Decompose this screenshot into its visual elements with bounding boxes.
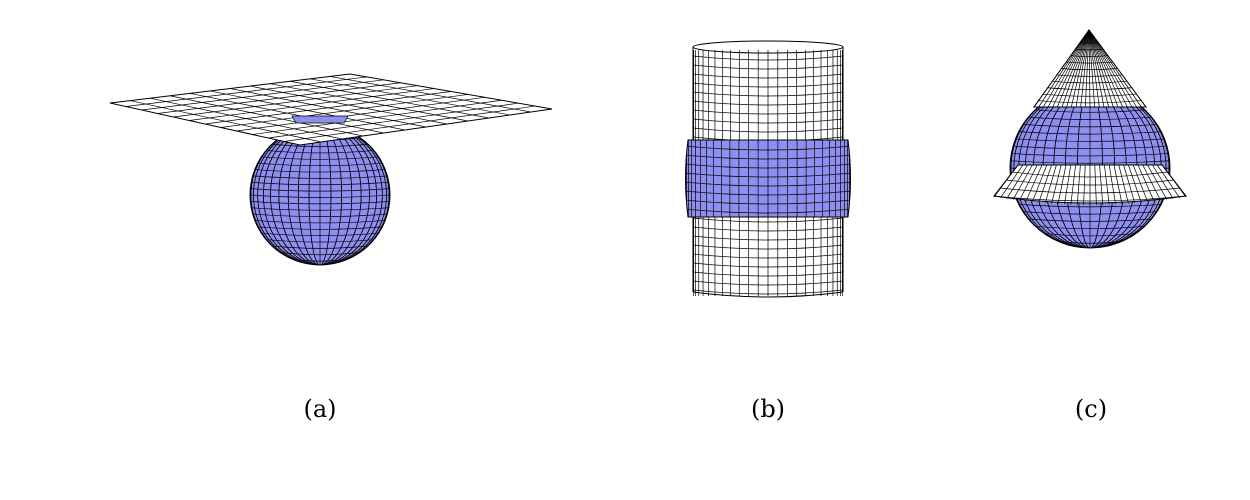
caption-c: (c): [1075, 395, 1107, 423]
caption-b: (b): [751, 395, 785, 423]
panel-a: [109, 73, 553, 266]
caption-a: (a): [303, 395, 336, 423]
panel-b: [685, 40, 851, 298]
cone-skirt-c: [993, 164, 1187, 205]
panel-c: [993, 29, 1187, 249]
sphere-a: [249, 124, 391, 266]
cone-tip-c: [1033, 29, 1147, 108]
sphere-band-b: [685, 139, 851, 218]
plane-a: [109, 73, 553, 146]
